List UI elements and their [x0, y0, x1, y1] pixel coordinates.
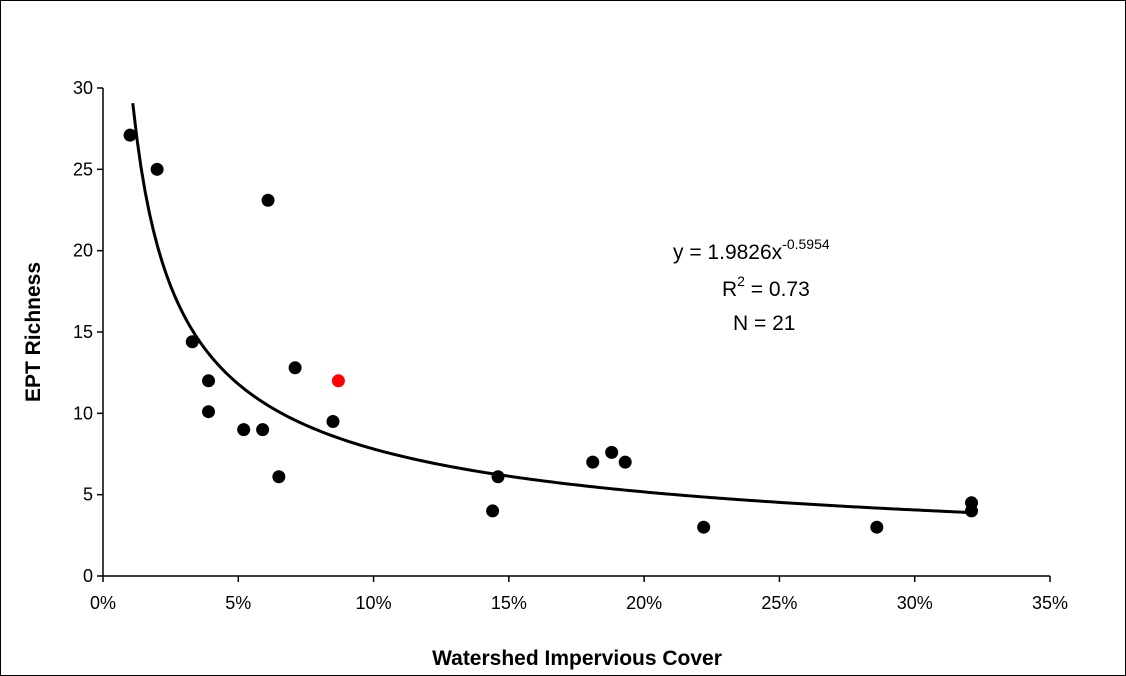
data-point: [150, 162, 164, 176]
data-point: [491, 470, 505, 484]
data-point: [256, 423, 270, 437]
x-tick-label: 15%: [491, 593, 527, 613]
x-tick-label: 10%: [356, 593, 392, 613]
data-point: [288, 361, 302, 375]
data-point: [697, 520, 711, 534]
y-tick-label: 25: [73, 159, 93, 179]
data-point: [870, 520, 884, 534]
x-tick-label: 5%: [225, 593, 251, 613]
data-point: [618, 455, 632, 469]
r2-letter: R: [722, 278, 737, 301]
data-points: [123, 128, 979, 534]
n-annotation: N = 21: [733, 312, 795, 335]
y-ticks: 0 5 10 15 20 25 30: [73, 78, 103, 586]
data-point: [123, 128, 137, 142]
r2-exponent: 2: [737, 273, 745, 289]
r2-value: = 0.73: [745, 278, 810, 301]
equation-main: y = 1.9826x: [673, 241, 783, 264]
highlighted-data-point: [331, 374, 345, 388]
x-tick-label: 0%: [90, 593, 116, 613]
x-axis-title: Watershed Impervious Cover: [432, 647, 722, 670]
x-tick-label: 35%: [1032, 593, 1068, 613]
y-tick-label: 10: [73, 403, 93, 423]
y-axis-title: EPT Richness: [22, 262, 45, 402]
data-point: [486, 504, 500, 518]
data-point: [237, 423, 251, 437]
x-tick-label: 20%: [626, 593, 662, 613]
power-trendline: [131, 103, 972, 515]
data-point: [202, 405, 216, 419]
x-ticks: 0% 5% 10% 15% 20% 25% 30% 35%: [90, 576, 1068, 613]
data-point: [272, 470, 286, 484]
y-tick-label: 0: [83, 566, 93, 586]
y-tick-label: 20: [73, 241, 93, 261]
x-tick-label: 25%: [761, 593, 797, 613]
data-point: [326, 414, 340, 428]
data-point: [605, 445, 619, 459]
data-point: [202, 374, 216, 388]
equation-annotation: y = 1.9826x-0.5954: [673, 236, 830, 264]
r-squared-annotation: R2 = 0.73: [722, 273, 810, 301]
x-tick-label: 30%: [897, 593, 933, 613]
data-point: [261, 193, 275, 207]
data-point: [965, 504, 979, 518]
data-point: [185, 335, 199, 349]
equation-exponent: -0.5954: [782, 236, 830, 252]
data-point: [586, 455, 600, 469]
y-tick-label: 15: [73, 322, 93, 342]
y-tick-label: 30: [73, 78, 93, 98]
y-tick-label: 5: [83, 485, 93, 505]
